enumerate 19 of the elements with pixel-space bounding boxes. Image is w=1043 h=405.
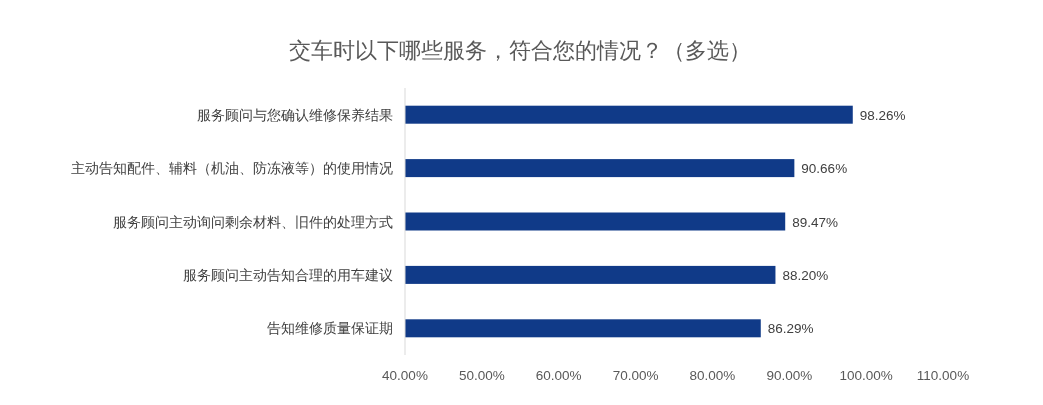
y-tick-label: 服务顾问主动告知合理的用车建议 (183, 267, 393, 283)
chart-title: 交车时以下哪些服务，符合您的情况？（多选） (289, 38, 751, 63)
x-tick-label: 40.00% (382, 368, 428, 383)
y-tick-label: 告知维修质量保证期 (267, 321, 393, 337)
x-tick-label: 110.00% (916, 368, 970, 383)
data-label: 89.47% (792, 214, 839, 230)
x-tick-label: 70.00% (612, 368, 659, 383)
data-label: 88.20% (782, 267, 829, 283)
data-label: 90.66% (801, 161, 848, 177)
x-tick-label: 90.00% (766, 368, 813, 383)
y-tick-label: 主动告知配件、辅料（机油、防冻液等）的使用情况 (71, 161, 393, 177)
y-tick-label: 服务顾问与您确认维修保养结果 (197, 107, 393, 123)
x-tick-label: 100.00% (839, 368, 893, 383)
x-tick-label: 80.00% (689, 368, 736, 383)
y-tick-label: 服务顾问主动询问剩余材料、旧件的处理方式 (113, 214, 393, 230)
data-label: 86.29% (767, 321, 814, 337)
x-tick-label: 60.00% (535, 368, 582, 383)
data-label: 98.26% (859, 107, 906, 123)
x-tick-label: 50.00% (458, 368, 505, 383)
